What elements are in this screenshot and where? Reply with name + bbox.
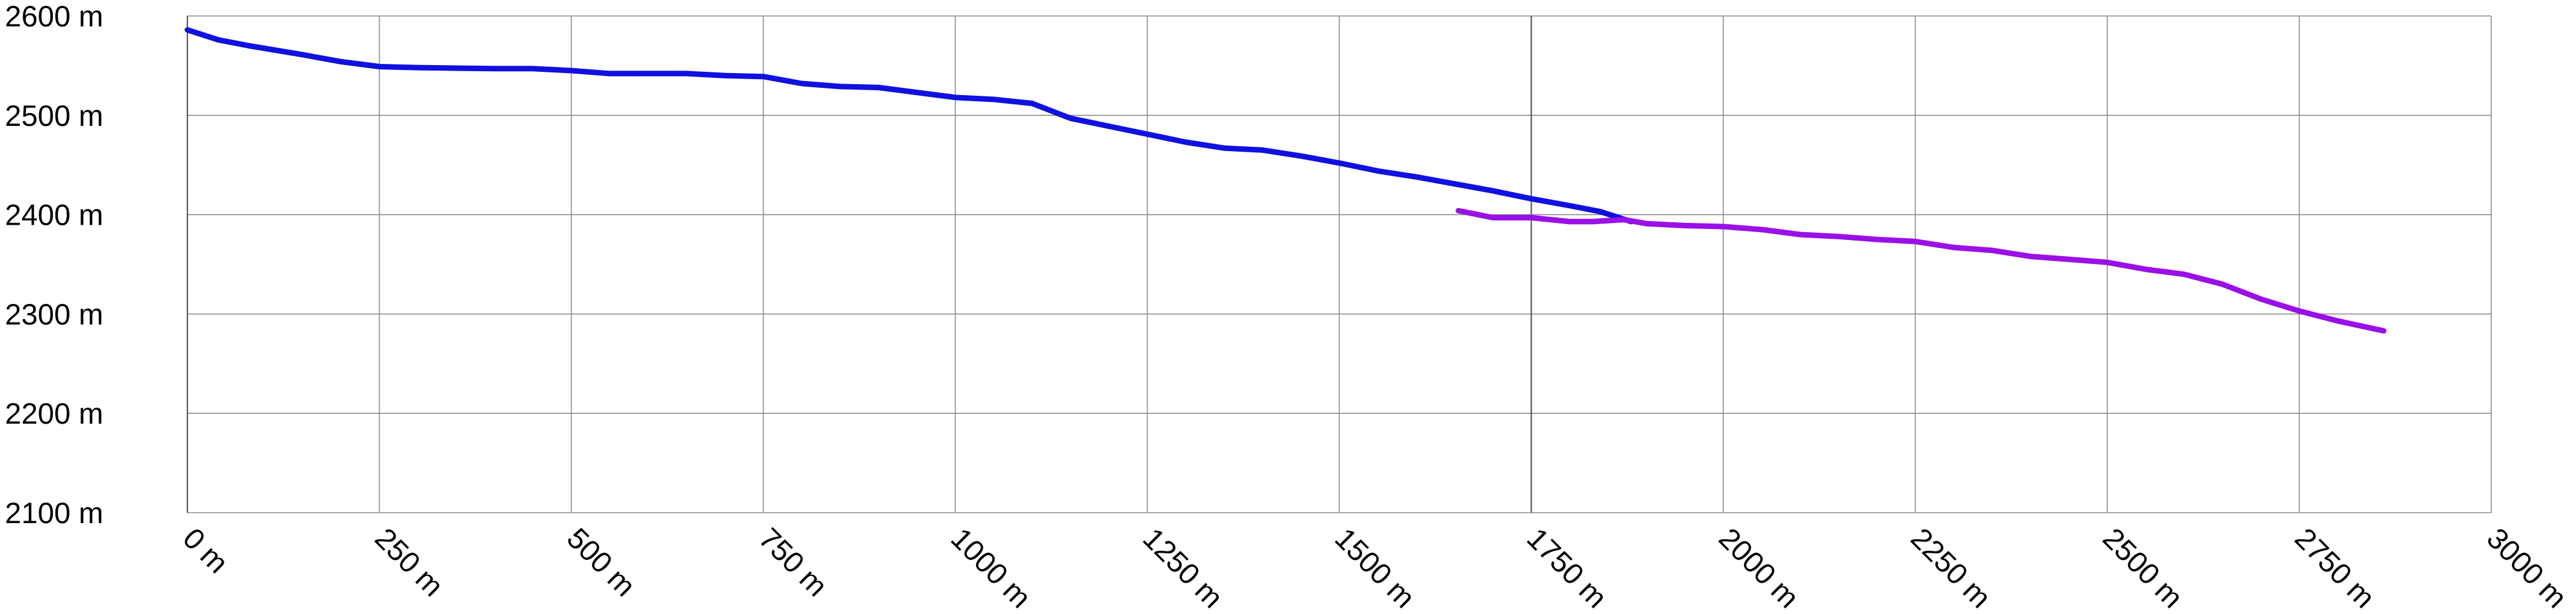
grid <box>186 15 2492 513</box>
series-line-1 <box>184 27 1634 225</box>
y-tick-label: 2600 m <box>5 1 103 33</box>
y-tick-label: 2300 m <box>5 298 103 331</box>
x-tick-label: 2250 m <box>1905 522 1997 614</box>
x-tick-label: 1750 m <box>1521 522 1613 614</box>
x-tick-label: 250 m <box>369 522 450 603</box>
x-tick-label: 2750 m <box>2288 522 2381 614</box>
x-tick-label: 3000 m <box>2480 522 2573 614</box>
y-tick-label: 2200 m <box>5 398 103 430</box>
x-tick-label: 2500 m <box>2096 522 2189 614</box>
x-axis: 0 m 250 m 500 m 750 m 1000 m 1250 m 1500 m 1750… <box>176 522 2573 614</box>
x-tick-label: 0 m <box>176 522 234 580</box>
y-tick-label: 2400 m <box>5 200 103 232</box>
y-axis: 2600 m 2500 m 2400 m 2300 m 2200 m 2100 m <box>5 1 103 530</box>
x-tick-label: 500 m <box>560 522 641 603</box>
x-tick-label: 1250 m <box>1137 522 1229 614</box>
x-tick-label: 750 m <box>753 522 834 603</box>
x-tick-label: 1000 m <box>944 522 1037 614</box>
y-tick-label: 2500 m <box>5 100 103 133</box>
series-group <box>184 27 2387 334</box>
x-tick-label: 1500 m <box>1328 522 1421 614</box>
y-tick-label: 2100 m <box>5 497 103 530</box>
x-tick-label: 2000 m <box>1712 522 1805 614</box>
series-line-2 <box>1455 208 2387 334</box>
